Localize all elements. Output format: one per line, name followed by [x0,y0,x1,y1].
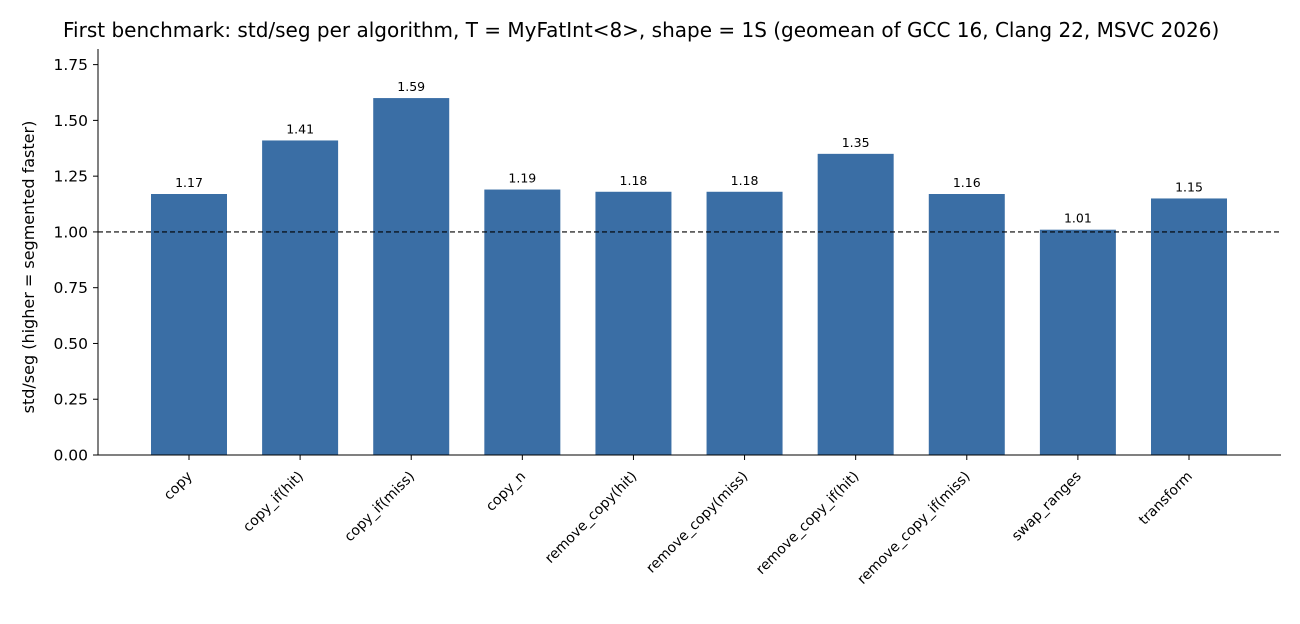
y-tick-label: 1.75 [53,56,88,74]
y-tick-label: 0.50 [53,335,88,353]
bar-value-label: 1.18 [620,173,648,188]
x-tick-label: swap_ranges [1009,469,1085,545]
x-tick-label: remove_copy(miss) [643,469,751,577]
bar-value-label: 1.01 [1064,211,1092,226]
chart-title: First benchmark: std/seg per algorithm, … [63,18,1220,42]
y-tick-label: 0.00 [53,447,88,465]
x-tick-label: copy_if(miss) [341,469,418,546]
bar-value-label: 1.18 [731,173,759,188]
bar-value-label: 1.16 [953,175,981,190]
bar [484,189,561,456]
y-tick-label: 0.25 [53,391,88,409]
bar [595,191,672,455]
bar-value-label: 1.19 [508,171,536,186]
bar-value-label: 1.41 [286,121,314,136]
y-tick-label: 1.25 [53,168,88,186]
x-tick-label: remove_copy_if(hit) [753,469,862,578]
x-tick-label: copy_n [483,469,529,515]
bar-value-label: 1.35 [842,135,870,150]
x-tick-label: transform [1136,469,1196,529]
y-tick-label: 1.50 [53,112,88,130]
bar [373,98,450,456]
bar-value-label: 1.17 [175,175,203,190]
bar [928,194,1005,455]
bar [1151,198,1227,455]
bar [817,153,894,455]
bar [151,194,227,455]
x-tick-label: remove_copy_if(miss) [854,469,973,588]
x-tick-label: copy [161,469,196,504]
axes [93,49,1281,460]
y-axis-label: std/seg (higher = segmented faster) [19,121,38,414]
y-tick-label: 1.00 [53,223,88,241]
bar-value-label: 1.59 [397,79,425,94]
bar [706,191,783,455]
x-tick-label: remove_copy(hit) [542,469,640,567]
bar [1039,229,1116,455]
bar [262,140,339,455]
x-tick-label: copy_if(hit) [240,469,307,536]
bar-value-label: 1.15 [1175,179,1203,194]
bars [151,98,1227,456]
y-tick-label: 0.75 [53,279,88,297]
